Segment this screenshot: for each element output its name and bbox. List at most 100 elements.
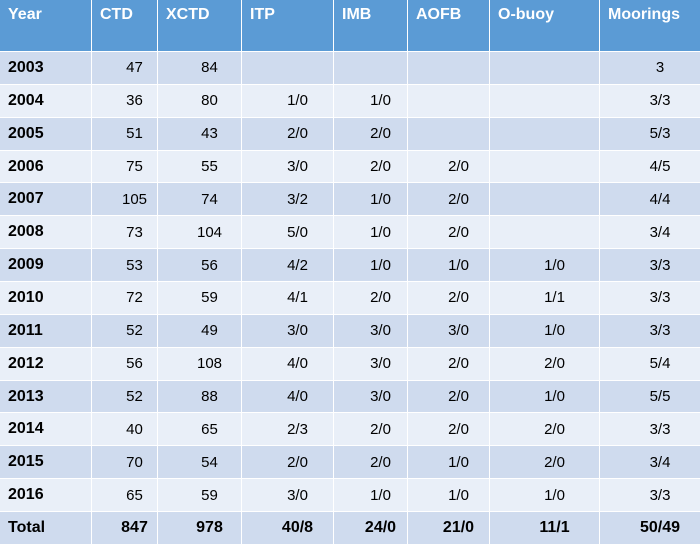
ctd-cell: 53 [92, 249, 158, 283]
aofb-cell: 1/0 [408, 446, 490, 480]
itp-cell: 2/3 [242, 413, 334, 447]
obuoy-cell: 2/0 [490, 347, 600, 381]
aofb-cell: 2/0 [408, 183, 490, 217]
xctd-cell: 80 [158, 84, 242, 118]
column-header-year: Year [0, 0, 92, 52]
itp-cell: 4/2 [242, 249, 334, 283]
itp-cell: 4/0 [242, 380, 334, 414]
xctd-cell: 54 [158, 446, 242, 480]
moorings-cell: 5/5 [600, 380, 700, 414]
xctd-cell: 59 [158, 479, 242, 513]
year-cell: 2005 [0, 117, 92, 151]
column-header-moorings: Moorings [600, 0, 700, 52]
year-cell: 2007 [0, 183, 92, 217]
aofb-cell: 2/0 [408, 216, 490, 250]
aofb-cell: 2/0 [408, 282, 490, 315]
column-header-itp: ITP [242, 0, 334, 52]
aofb-cell [408, 117, 490, 151]
obuoy-cell: 1/0 [490, 380, 600, 414]
xctd-cell: 104 [158, 216, 242, 250]
ctd-cell: 72 [92, 282, 158, 315]
obuoy-cell [490, 84, 600, 118]
column-header-xctd: XCTD [158, 0, 242, 52]
imb-cell: 1/0 [334, 216, 408, 250]
obuoy-cell: 1/0 [490, 314, 600, 348]
ctd-cell: 75 [92, 150, 158, 184]
obuoy-cell [490, 52, 600, 85]
year-cell: 2013 [0, 380, 92, 414]
total-itp: 40/8 [242, 512, 334, 545]
xctd-cell: 65 [158, 413, 242, 447]
total-moorings: 50/49 [600, 512, 700, 545]
year-cell: 2009 [0, 249, 92, 283]
year-cell: 2010 [0, 282, 92, 315]
column-header-imb: IMB [334, 0, 408, 52]
obuoy-cell [490, 183, 600, 217]
itp-cell: 4/1 [242, 282, 334, 315]
obuoy-cell [490, 216, 600, 250]
ctd-cell: 105 [92, 183, 158, 217]
obuoy-cell: 1/0 [490, 479, 600, 513]
moorings-cell: 4/5 [600, 150, 700, 184]
total-obuoy: 11/1 [490, 512, 600, 545]
total-aofb: 21/0 [408, 512, 490, 545]
xctd-cell: 56 [158, 249, 242, 283]
imb-cell: 1/0 [334, 249, 408, 283]
total-label: Total [0, 512, 92, 545]
aofb-cell: 3/0 [408, 314, 490, 348]
xctd-cell: 88 [158, 380, 242, 414]
imb-cell: 1/0 [334, 479, 408, 513]
xctd-cell: 108 [158, 347, 242, 381]
moorings-cell: 3/3 [600, 413, 700, 447]
xctd-cell: 74 [158, 183, 242, 217]
column-header-ctd: CTD [92, 0, 158, 52]
ctd-cell: 36 [92, 84, 158, 118]
aofb-cell: 1/0 [408, 249, 490, 283]
moorings-cell: 5/3 [600, 117, 700, 151]
xctd-cell: 43 [158, 117, 242, 151]
aofb-cell [408, 84, 490, 118]
moorings-cell: 4/4 [600, 183, 700, 217]
year-cell: 2015 [0, 446, 92, 480]
moorings-cell: 3/3 [600, 479, 700, 513]
column-header-aofb: AOFB [408, 0, 490, 52]
total-xctd: 978 [158, 512, 242, 545]
aofb-cell [408, 52, 490, 85]
ctd-cell: 70 [92, 446, 158, 480]
obuoy-cell: 2/0 [490, 446, 600, 480]
imb-cell: 2/0 [334, 446, 408, 480]
imb-cell: 3/0 [334, 314, 408, 348]
moorings-cell: 3/3 [600, 314, 700, 348]
xctd-cell: 59 [158, 282, 242, 315]
itp-cell: 3/2 [242, 183, 334, 217]
year-cell: 2003 [0, 52, 92, 85]
year-cell: 2012 [0, 347, 92, 381]
aofb-cell: 2/0 [408, 150, 490, 184]
ctd-cell: 52 [92, 380, 158, 414]
year-cell: 2011 [0, 314, 92, 348]
ctd-cell: 40 [92, 413, 158, 447]
xctd-cell: 84 [158, 52, 242, 85]
xctd-cell: 55 [158, 150, 242, 184]
obuoy-cell [490, 150, 600, 184]
moorings-cell: 3/3 [600, 84, 700, 118]
aofb-cell: 2/0 [408, 347, 490, 381]
year-cell: 2006 [0, 150, 92, 184]
ctd-cell: 52 [92, 314, 158, 348]
ctd-cell: 73 [92, 216, 158, 250]
column-header-obuoy: O-buoy [490, 0, 600, 52]
moorings-cell: 5/4 [600, 347, 700, 381]
itp-cell: 4/0 [242, 347, 334, 381]
imb-cell [334, 52, 408, 85]
itp-cell [242, 52, 334, 85]
ctd-cell: 56 [92, 347, 158, 381]
imb-cell: 2/0 [334, 282, 408, 315]
xctd-cell: 49 [158, 314, 242, 348]
ctd-cell: 51 [92, 117, 158, 151]
itp-cell: 5/0 [242, 216, 334, 250]
obuoy-cell: 1/1 [490, 282, 600, 315]
obuoy-cell: 1/0 [490, 249, 600, 283]
moorings-cell: 3/4 [600, 216, 700, 250]
obuoy-cell [490, 117, 600, 151]
aofb-cell: 2/0 [408, 380, 490, 414]
